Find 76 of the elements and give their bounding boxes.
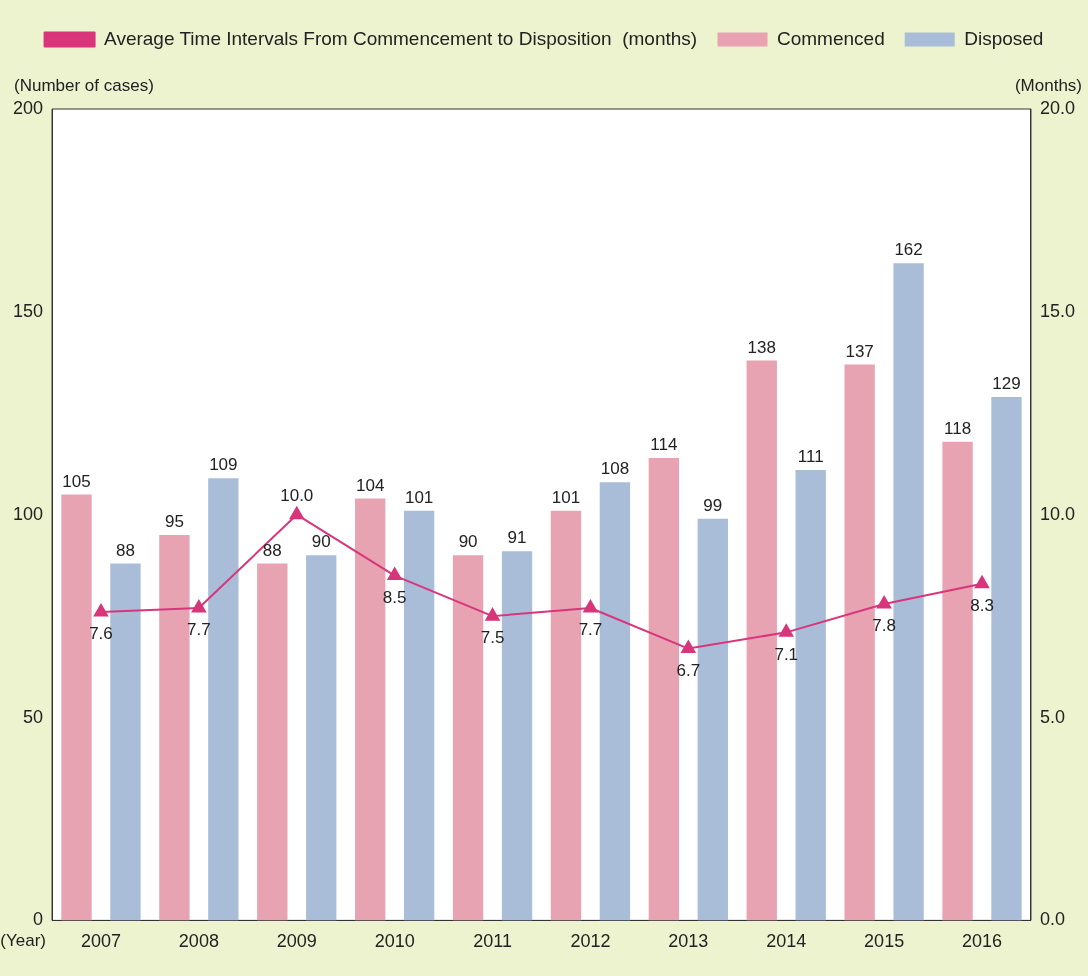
x-tick-label: 2007: [80, 931, 121, 952]
point: [583, 600, 598, 613]
y2-tick-label: 15.0: [1039, 300, 1076, 321]
point: [485, 608, 500, 621]
y2-tick-label: 10.0: [1039, 503, 1076, 524]
point: [877, 595, 892, 609]
y-axis-title: (Number of cases): [14, 76, 154, 96]
data-label: 111: [797, 447, 824, 467]
data-label: 101: [551, 487, 581, 507]
data-label: 6.7: [676, 660, 701, 680]
data-label: 88: [115, 540, 135, 560]
bar: [942, 441, 973, 921]
data-label: 10.0: [280, 485, 314, 505]
y-tick-label: 200: [12, 97, 44, 118]
x-tick-label: 2014: [766, 931, 807, 952]
point: [93, 604, 109, 617]
data-label: 129: [992, 374, 1021, 394]
data-label: 8.3: [970, 595, 994, 615]
y2-axis-title: (Months): [1014, 76, 1082, 96]
x-tick-label: 2015: [864, 931, 905, 952]
x-tick-label: 2016: [962, 931, 1003, 952]
bar: [208, 478, 239, 921]
x-tick-label: 2010: [374, 931, 415, 952]
y2-tick-label: 20.0: [1039, 97, 1076, 118]
data-label: 101: [404, 487, 434, 507]
data-label: 90: [311, 532, 331, 552]
y-tick-label: 150: [12, 300, 44, 321]
bar: [306, 555, 337, 921]
data-label: 7.6: [89, 624, 113, 644]
data-label: 7.7: [578, 620, 603, 640]
data-label: 88: [262, 540, 282, 560]
data-label: 138: [747, 337, 776, 357]
point: [191, 600, 206, 613]
data-label: 95: [164, 512, 184, 532]
data-label: 162: [894, 240, 923, 260]
legend-label: Average Time Intervals From Commencement to Disposition (months): [104, 27, 698, 49]
data-label: 91: [507, 528, 527, 548]
data-label: 99: [703, 495, 723, 515]
data-label: 7.1: [774, 644, 799, 664]
y-tick-label: 0: [33, 909, 44, 930]
bar: [257, 563, 288, 921]
data-label: 104: [356, 475, 385, 495]
x-tick-label: 2008: [178, 931, 219, 952]
y2-tick-label: 5.0: [1039, 706, 1065, 727]
bar: [110, 563, 141, 921]
data-label: 114: [650, 435, 678, 455]
legend-label: Disposed: [964, 27, 1044, 49]
point: [779, 624, 794, 637]
y-tick-label: 50: [23, 706, 44, 727]
point: [387, 567, 402, 581]
x-tick-label: 2009: [276, 931, 317, 952]
data-label: 8.5: [382, 587, 407, 607]
data-label: 137: [845, 341, 874, 361]
data-label: 7.7: [187, 620, 211, 640]
data-label: 7.8: [872, 616, 896, 636]
data-label: 118: [943, 418, 972, 438]
data-label: 105: [62, 471, 91, 491]
point: [974, 575, 990, 589]
data-label: 109: [209, 455, 238, 475]
y2-tick-label: 0.0: [1039, 909, 1065, 930]
data-label: 108: [600, 459, 630, 479]
legend-label: Commenced: [777, 27, 885, 49]
point: [681, 640, 696, 654]
x-tick-label: 2012: [570, 931, 611, 952]
x-tick-label: 2013: [668, 931, 709, 952]
x-axis-title: (Year): [0, 930, 47, 950]
x-tick-label: 2011: [473, 931, 512, 952]
y-tick-label: 100: [12, 503, 44, 524]
data-label: 90: [458, 532, 478, 552]
bar: [746, 360, 777, 921]
bar: [61, 494, 92, 921]
data-label: 7.5: [480, 628, 505, 648]
bar: [159, 534, 190, 921]
bar: [795, 470, 826, 921]
bar: [844, 364, 875, 921]
point: [289, 506, 304, 520]
